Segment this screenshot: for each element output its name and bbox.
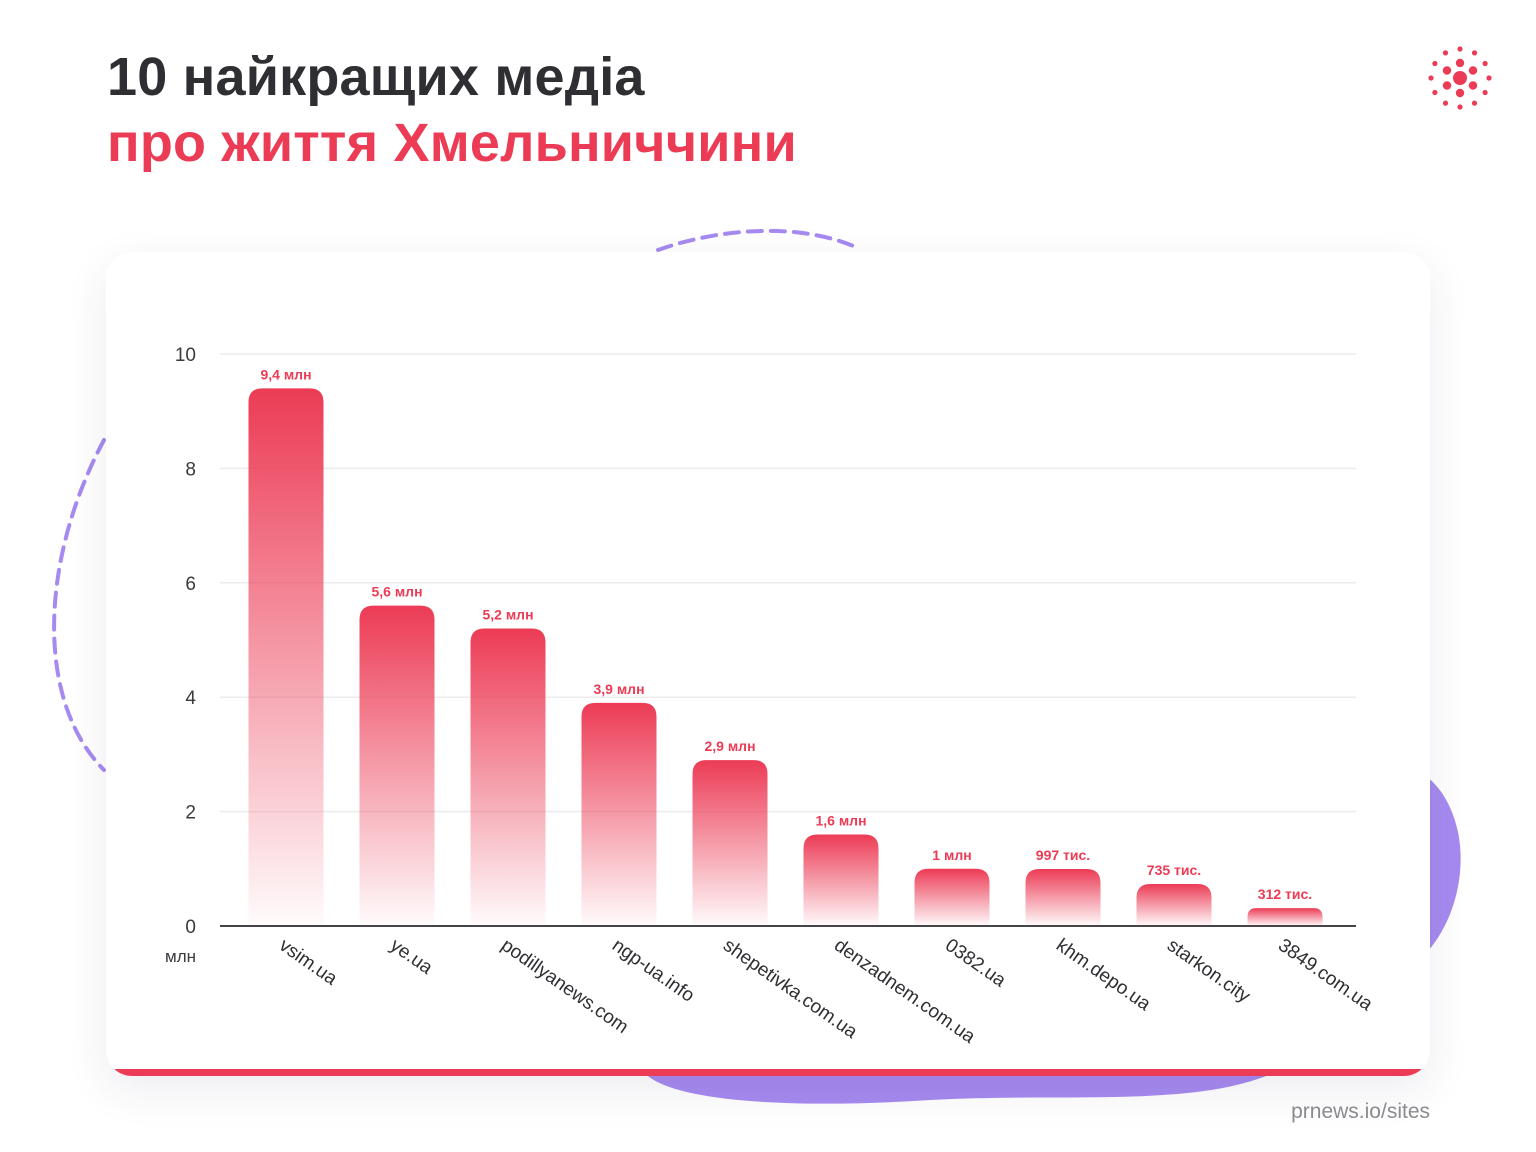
data-label: 997 тис. xyxy=(1036,847,1090,863)
logo-outer-dot xyxy=(1457,104,1463,110)
bar-ngp-ua.info xyxy=(581,702,657,926)
bar-khm.depo.ua xyxy=(1025,868,1101,926)
card-accent-bar xyxy=(106,1069,1430,1076)
dashed-arc-top xyxy=(656,228,860,252)
logo-inner-dot xyxy=(1468,66,1478,75)
logo-outer-dot xyxy=(1432,60,1438,67)
y-unit-label: млн xyxy=(165,947,196,966)
bar-0382.ua xyxy=(914,868,990,926)
x-tick-label: ngp-ua.info xyxy=(608,935,698,1007)
data-label: 1,6 млн xyxy=(815,812,866,828)
page-subtitle: про життя Хмельниччини xyxy=(107,113,797,173)
logo-outer-dot xyxy=(1428,75,1434,81)
x-tick-label: 3849.com.ua xyxy=(1274,935,1376,1015)
y-tick-label: 8 xyxy=(185,459,196,480)
dotted-burst-logo-icon xyxy=(1428,46,1492,110)
y-tick-label: 4 xyxy=(185,688,196,709)
data-label: 9,4 млн xyxy=(260,366,311,382)
x-tick-label: starkon.city xyxy=(1163,935,1254,1008)
logo-inner-dot xyxy=(1455,88,1465,98)
data-label: 3,9 млн xyxy=(593,681,644,697)
bar-ye.ua xyxy=(359,605,435,926)
chart-card xyxy=(106,252,1430,1076)
page-title: 10 найкращих медіа xyxy=(107,47,645,107)
y-tick-label: 2 xyxy=(185,803,196,824)
logo-outer-dot xyxy=(1471,100,1478,106)
bar-3849.com.ua xyxy=(1247,908,1323,926)
data-label: 5,2 млн xyxy=(482,607,533,623)
x-tick-label: khm.depo.ua xyxy=(1052,935,1154,1015)
logo-outer-dot xyxy=(1482,60,1488,67)
logo-outer-dot xyxy=(1432,89,1438,96)
bar-vsim.ua xyxy=(248,388,324,926)
data-label: 5,6 млн xyxy=(371,584,422,600)
x-tick-label: ye.ua xyxy=(386,935,436,979)
x-tick-label: 0382.ua xyxy=(941,935,1010,992)
source-credit: prnews.io/sites xyxy=(1291,1100,1430,1123)
bar-denzadnem.com.ua xyxy=(803,834,879,926)
bar-starkon.city xyxy=(1136,883,1212,926)
y-tick-label: 0 xyxy=(185,917,196,938)
logo-inner-dot xyxy=(1442,66,1452,75)
y-tick-label: 10 xyxy=(175,345,196,366)
dashed-arc-left xyxy=(52,438,106,772)
logo-outer-dot xyxy=(1482,89,1488,96)
logo-inner-dot xyxy=(1442,81,1452,90)
logo-outer-dot xyxy=(1486,75,1492,81)
data-label: 735 тис. xyxy=(1147,862,1201,878)
logo-outer-dot xyxy=(1442,100,1449,106)
bar-shepetivka.com.ua xyxy=(692,760,768,926)
data-label: 2,9 млн xyxy=(704,738,755,754)
y-tick-label: 6 xyxy=(185,574,196,595)
logo-outer-dot xyxy=(1471,50,1478,56)
logo-outer-dot xyxy=(1457,46,1463,52)
logo-inner-dot xyxy=(1468,81,1478,90)
logo-inner-dot xyxy=(1455,58,1465,68)
bar-podillyanews.com xyxy=(470,628,546,926)
logo-center-dot xyxy=(1453,71,1467,85)
data-label: 312 тис. xyxy=(1258,886,1312,902)
x-tick-label: vsim.ua xyxy=(275,935,341,990)
data-label: 1 млн xyxy=(932,847,971,863)
logo-outer-dot xyxy=(1442,50,1449,56)
